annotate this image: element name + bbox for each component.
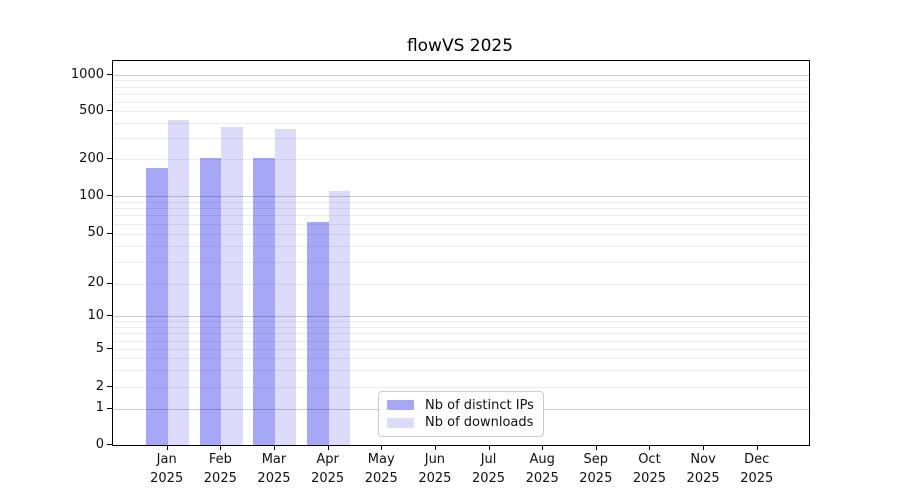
minor-gridline (113, 137, 809, 139)
legend-label-distinct-ips: Nb of distinct IPs (425, 397, 534, 413)
x-tick-label: Jul 2025 (471, 452, 506, 486)
minor-gridline (113, 93, 809, 95)
y-tick-mark (107, 348, 112, 350)
x-tick-mark (488, 445, 490, 450)
bar-distinct-ips-feb (199, 157, 222, 445)
y-tick-label: 2 (95, 378, 104, 394)
y-tick-label: 1 (95, 400, 104, 415)
plot-area (112, 60, 810, 446)
x-tick-mark (434, 445, 436, 450)
y-tick-mark (107, 158, 112, 160)
legend-swatch-distinct-ips (387, 400, 414, 411)
legend: Nb of distinct IPs Nb of downloads (378, 391, 544, 437)
x-tick-label: Oct 2025 (632, 452, 666, 486)
legend-item-distinct-ips: Nb of distinct IPs (387, 398, 535, 413)
bar-distinct-ips-jan (146, 167, 168, 445)
y-tick-label: 5 (95, 340, 104, 356)
minor-gridline (113, 80, 809, 82)
legend-swatch-downloads (387, 417, 414, 428)
x-tick-label: Nov 2025 (686, 452, 720, 486)
y-tick-label: 100 (79, 187, 104, 203)
x-tick-mark (273, 445, 275, 450)
bar-downloads-mar (274, 129, 297, 445)
y-tick-mark (107, 110, 112, 111)
y-tick-mark (107, 444, 112, 445)
x-tick-mark (595, 445, 597, 450)
minor-gridline (113, 122, 809, 124)
y-tick-mark (107, 74, 112, 75)
y-tick-mark (107, 407, 112, 409)
x-tick-mark (703, 445, 705, 450)
chart-title: flowVS 2025 (406, 36, 514, 56)
y-tick-label: 200 (79, 150, 104, 166)
x-tick-mark (220, 445, 222, 450)
bar-distinct-ips-mar (253, 157, 275, 445)
x-tick-label: Jan 2025 (150, 452, 184, 486)
x-tick-mark (381, 445, 383, 450)
x-tick-label: Mar 2025 (257, 452, 291, 486)
x-tick-label: Feb 2025 (203, 452, 237, 486)
y-tick-mark (107, 232, 112, 234)
x-tick-mark (649, 445, 651, 450)
x-tick-label: Dec 2025 (740, 452, 774, 486)
y-tick-label: 10 (87, 307, 104, 323)
legend-item-downloads: Nb of downloads (387, 415, 535, 430)
legend-label-downloads: Nb of downloads (425, 415, 534, 431)
minor-gridline (113, 86, 809, 88)
x-tick-mark (166, 445, 168, 450)
x-tick-label: Sep 2025 (579, 452, 613, 486)
y-tick-mark (107, 315, 112, 316)
y-tick-label: 500 (79, 102, 104, 118)
x-tick-label: Aug 2025 (525, 452, 559, 486)
x-tick-mark (327, 445, 329, 450)
y-tick-label: 1000 (70, 66, 104, 82)
major-gridline (113, 75, 809, 76)
x-tick-mark (542, 445, 544, 450)
x-tick-label: May 2025 (364, 452, 398, 486)
y-tick-mark (107, 282, 112, 284)
y-tick-label: 50 (87, 225, 104, 241)
x-tick-mark (756, 445, 758, 450)
y-tick-label: 0 (95, 436, 104, 452)
bar-downloads-jan (167, 119, 190, 445)
bar-downloads-apr (328, 190, 351, 445)
bar-downloads-feb (221, 126, 243, 445)
x-tick-label: Apr 2025 (311, 452, 345, 486)
y-tick-mark (107, 195, 112, 196)
minor-gridline (113, 111, 809, 112)
minor-gridline (113, 101, 809, 103)
y-tick-mark (107, 386, 112, 387)
y-tick-label: 20 (87, 275, 104, 291)
x-tick-label: Jun 2025 (418, 452, 452, 486)
bar-distinct-ips-apr (307, 222, 329, 445)
